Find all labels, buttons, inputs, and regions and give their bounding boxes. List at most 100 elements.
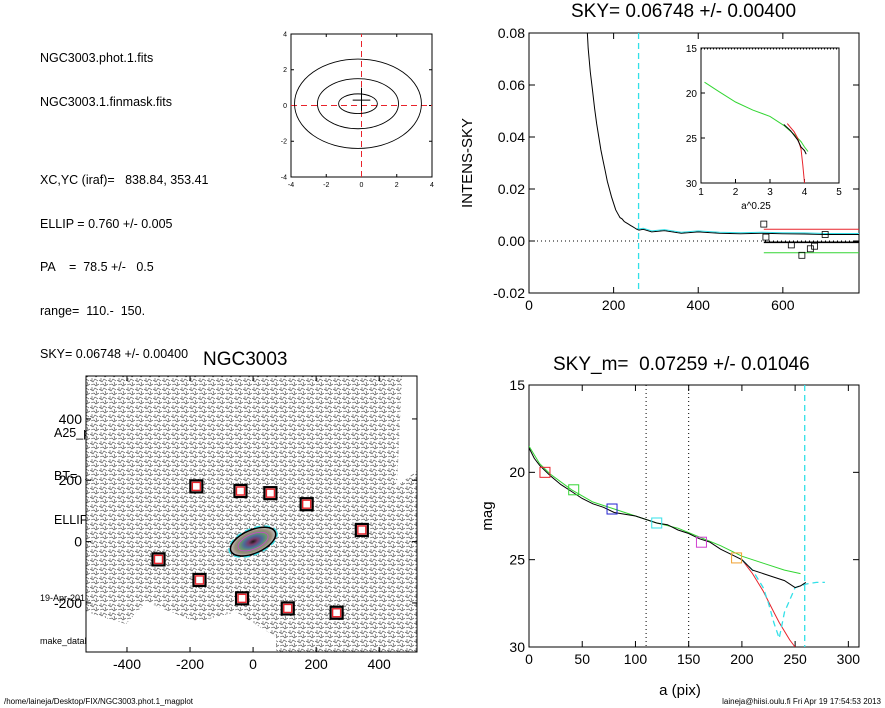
galaxy-star-box (189, 479, 204, 494)
profile-sky-box (821, 231, 829, 238)
galaxy-xtick-label: -400 (113, 656, 141, 672)
contour-ytick-label: 2 (283, 67, 287, 74)
galaxy-star-box (280, 601, 295, 616)
profile-sky-box (762, 233, 770, 241)
magplot-black-curve (529, 447, 807, 589)
magplot-ylabel: mag (479, 501, 496, 530)
inset-xtick-label: 3 (767, 187, 773, 198)
galaxy-noise (86, 376, 417, 652)
inset-green-curve (704, 81, 809, 152)
magplot-ytick-label: 20 (509, 464, 525, 480)
galaxy-xtick-label: 400 (367, 656, 391, 672)
magplot-box (539, 466, 551, 478)
info-ellip: ELLIP = 0.760 +/- 0.005 (40, 216, 173, 231)
galaxy-title: NGC3003 (203, 349, 288, 370)
magplot-ytick-label: 30 (509, 639, 525, 655)
profile-sky-box (760, 220, 768, 228)
galaxy-mask-region-2 (397, 376, 417, 486)
galaxy-star-box (151, 552, 166, 567)
inset-frame (700, 47, 840, 184)
profile-xtick-label: 400 (687, 297, 711, 313)
galaxy-ytick-label: 0 (74, 534, 82, 550)
galaxy-star-box-inner (194, 575, 205, 585)
profile-sky-box (811, 242, 818, 250)
galaxy-inner-isophote (237, 531, 269, 552)
galaxy-star-box (233, 483, 248, 499)
contour-ytick-label: -4 (281, 174, 287, 181)
info-file2: NGC3003.1.finmask.fits (40, 94, 172, 109)
magplot-cyan-curve (741, 559, 825, 641)
magplot-ytick-label: 15 (509, 377, 525, 393)
footer-path: /home/laineja/Desktop/FIX/NGC3003.phot.1… (4, 697, 193, 706)
inset-ytick-label: 15 (686, 44, 698, 55)
profile-ytick-label: 0.02 (498, 181, 525, 197)
magplot-xlabel: a (pix) (659, 682, 701, 699)
galaxy-star-box-inner (153, 554, 164, 565)
footer-user: laineja@hiisi.oulu.fi Fri Apr 19 17:54:5… (722, 697, 881, 706)
magplot-box (731, 552, 743, 564)
profile-xtick-label: 600 (771, 297, 795, 313)
magplot-xtick-label: 50 (574, 651, 590, 667)
inset-ytick-label: 25 (686, 134, 698, 145)
profile-sky-box (787, 241, 795, 249)
profile-ylabel: INTENS-SKY (459, 118, 476, 208)
galaxy-xtick-label: -200 (176, 656, 204, 672)
profile-sky-box (798, 251, 806, 259)
galaxy-star-box (299, 497, 314, 512)
inset-xtick-label: 5 (836, 187, 842, 198)
contour-xtick-label: -2 (323, 182, 329, 189)
galaxy-image (86, 376, 417, 652)
info-sky: SKY= 0.06748 +/- 0.00400 (40, 347, 189, 361)
galaxy-ytick-label: 400 (59, 411, 83, 427)
magplot-green-curve (529, 445, 801, 575)
galaxy-star-box-inner (357, 525, 367, 535)
galaxy-star-box-inner (301, 499, 312, 509)
profile-ytick-label: 0.08 (498, 25, 525, 41)
info-file1: NGC3003.phot.1.fits (40, 51, 154, 65)
profile-curve (586, 33, 859, 235)
galaxy-ellipse-sky (228, 525, 278, 558)
info-pa: PA = 78.5 +/- 0.5 (40, 260, 154, 274)
profile-ytick-label: 0.00 (498, 233, 525, 249)
info-center: XC,YC (iraf)= 838.84, 353.41 (40, 173, 209, 187)
profile-title: SKY= 0.06748 +/- 0.00400 (571, 1, 797, 22)
inset-xtick-label: 4 (802, 187, 808, 198)
galaxy-ellipse-fit (229, 526, 277, 557)
magplot-title: SKY_m= 0.07259 +/- 0.01046 (553, 354, 810, 375)
profile-ytick-label: 0.06 (498, 77, 525, 93)
magplot-box (651, 517, 663, 529)
contour-xtick-label: 4 (430, 182, 434, 189)
contour-xtick-label: -4 (288, 182, 294, 189)
inset-black-curve (783, 124, 807, 155)
contour-level-1 (338, 93, 378, 114)
profile-ytick-label: -0.02 (493, 285, 525, 301)
galaxy-star-box-inner (191, 481, 202, 492)
magplot-box (568, 484, 580, 496)
inset-ytick-label: 30 (686, 179, 698, 190)
inset-xtick-label: 1 (698, 187, 704, 198)
inset-xlabel: a^0.25 (741, 201, 771, 212)
galaxy-xtick-label: 200 (304, 656, 328, 672)
galaxy-star-box-inner (237, 593, 247, 604)
profile-cyan-curve (636, 227, 859, 234)
galaxy-star-box-inner (265, 488, 276, 498)
galaxy-star-box (263, 486, 278, 501)
galaxy-star-box (192, 572, 207, 588)
magplot-xtick-label: 300 (837, 651, 861, 667)
magplot-xtick-label: 250 (783, 651, 807, 667)
galaxy-star-box-inner (283, 603, 293, 614)
contour-xtick-label: 2 (395, 182, 399, 189)
profile-xtick-label: 0 (525, 297, 533, 313)
profile-frame (528, 32, 860, 294)
profile-ytick-label: 0.04 (498, 129, 525, 145)
inset-ytick-label: 20 (686, 89, 698, 100)
inset-xtick-label: 2 (733, 187, 739, 198)
contour-ytick-label: -2 (281, 139, 287, 146)
galaxy-mask-region (86, 602, 276, 652)
magplot-xtick-label: 0 (525, 651, 533, 667)
magplot-frame (528, 384, 860, 648)
galaxy-star-box (329, 605, 344, 620)
galaxy-star-box (234, 591, 250, 606)
galaxy-ytick-label: 200 (59, 472, 83, 488)
